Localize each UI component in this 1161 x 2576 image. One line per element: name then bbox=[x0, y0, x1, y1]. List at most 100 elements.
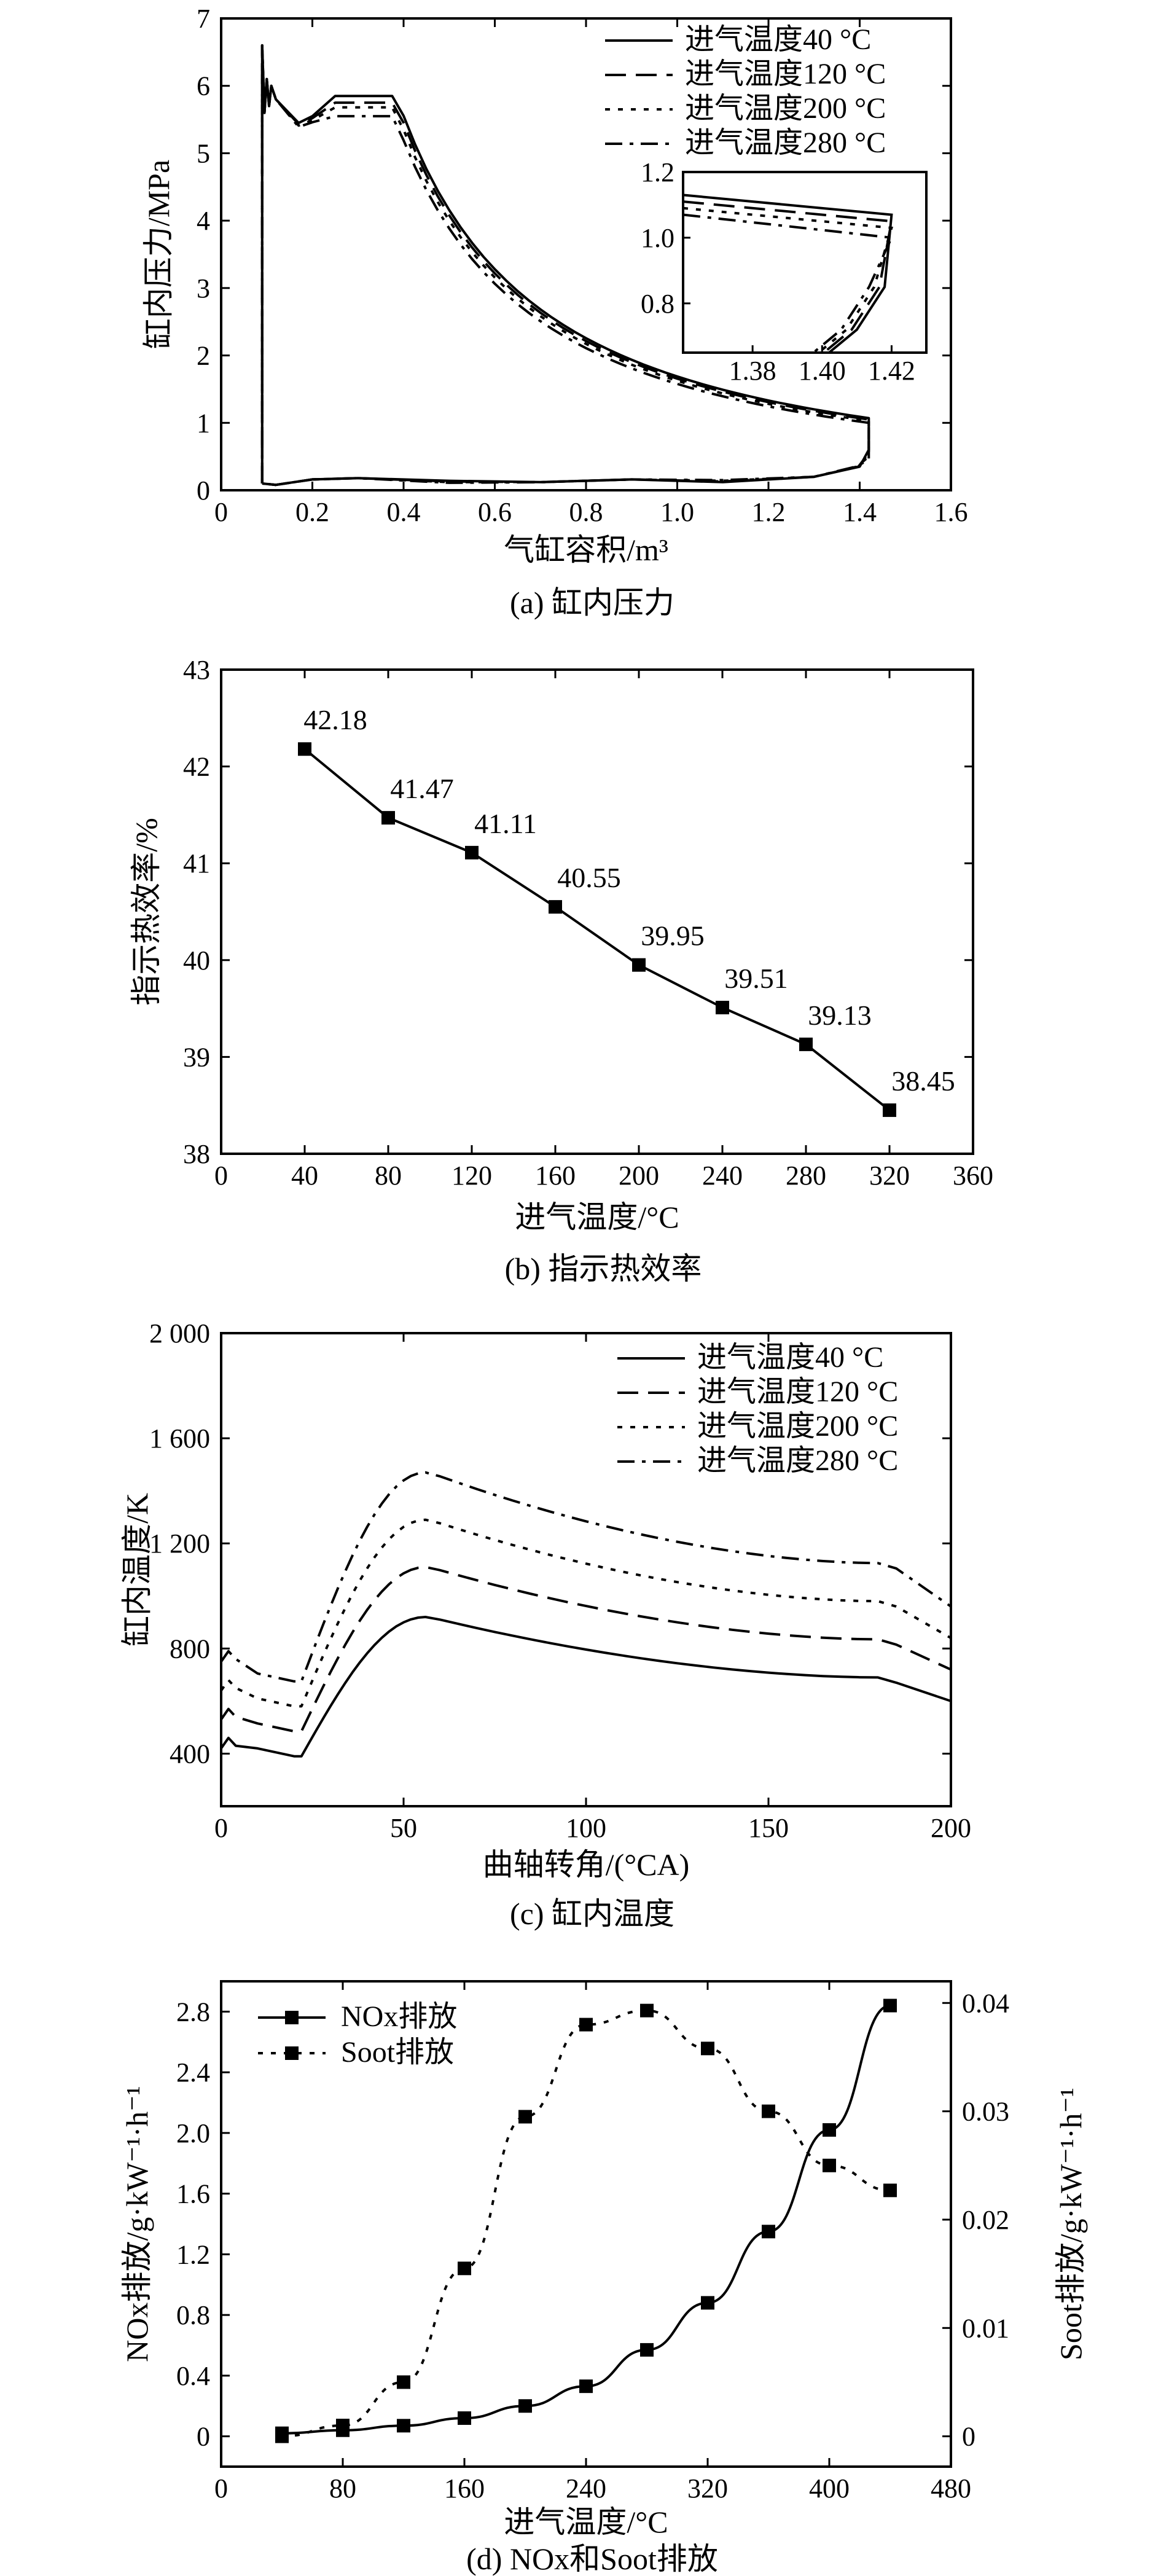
d-series-1-point-2 bbox=[397, 2375, 410, 2389]
b-xtick-label-3: 120 bbox=[452, 1161, 492, 1191]
a-inset-series-1 bbox=[682, 200, 893, 354]
a-inset-ytick-label-0: 0.8 bbox=[641, 289, 674, 319]
a-inset-series-3 bbox=[682, 213, 894, 354]
a-left-ytick-label-5: 5 bbox=[197, 138, 210, 168]
b-point-1 bbox=[381, 811, 395, 825]
c-xtick-label-1: 50 bbox=[390, 1813, 417, 1843]
d-right-ytick-label-2: 0.02 bbox=[962, 2205, 1009, 2235]
c-legend-label-3: 进气温度280 °C bbox=[697, 1444, 898, 1477]
b-xtick-label-9: 360 bbox=[953, 1161, 993, 1191]
a-xtick-label-7: 1.4 bbox=[843, 497, 877, 527]
c-legend-label-2: 进气温度200 °C bbox=[697, 1410, 898, 1443]
b-xtick-label-6: 240 bbox=[702, 1161, 743, 1191]
c-x-axis-label: 曲轴转角/(°CA) bbox=[483, 1847, 690, 1882]
a-caption: (a) 缸内压力 bbox=[510, 585, 674, 620]
c-caption: (c) 缸内温度 bbox=[510, 1897, 674, 1931]
d-left-ytick-label-5: 2.0 bbox=[176, 2118, 210, 2148]
a-legend-label-2: 进气温度200 °C bbox=[685, 92, 886, 125]
c-xtick-label-3: 150 bbox=[748, 1813, 789, 1843]
c-xtick-label-0: 0 bbox=[214, 1813, 228, 1843]
a-legend-label-0: 进气温度40 °C bbox=[685, 23, 871, 56]
a-left-ytick-label-1: 1 bbox=[197, 408, 210, 438]
b-data-label-0: 42.18 bbox=[303, 704, 367, 735]
b-data-label-1: 41.47 bbox=[390, 773, 454, 804]
c-series-1 bbox=[220, 1565, 952, 1733]
c-left-ytick-label-4: 2 000 bbox=[149, 1318, 210, 1349]
b-data-label-2: 41.11 bbox=[474, 808, 537, 839]
b-data-label-4: 39.95 bbox=[641, 920, 705, 952]
b-point-5 bbox=[716, 1001, 729, 1015]
panel-b-indicated-efficiency: 0 40 80 120 160 200 240 280 320 360 38 39 40 41 42 43 进气… bbox=[129, 655, 993, 1286]
d-series-1-point-5 bbox=[579, 2018, 593, 2032]
b-data-label-5: 39.51 bbox=[724, 963, 788, 994]
d-caption: (d) NOx和Soot排放 bbox=[466, 2542, 718, 2576]
a-left-ytick-label-7: 7 bbox=[197, 4, 210, 34]
d-series-1-point-1 bbox=[336, 2418, 350, 2432]
d-y-axis-label-left: NOx排放/g·kW⁻¹·h⁻¹ bbox=[120, 2086, 154, 2362]
b-point-7 bbox=[883, 1103, 896, 1118]
c-series-0 bbox=[220, 1616, 952, 1758]
d-series-1-point-0 bbox=[275, 2429, 289, 2443]
d-left-ytick-label-1: 0.4 bbox=[176, 2361, 210, 2391]
a-left-ytick-label-2: 2 bbox=[197, 341, 210, 371]
a-xtick-label-1: 0.2 bbox=[295, 497, 329, 527]
d-series-0-point-5 bbox=[579, 2379, 593, 2394]
d-right-ytick-label-0: 0 bbox=[962, 2422, 975, 2452]
d-series-1-point-8 bbox=[762, 2104, 775, 2118]
d-xtick-label-4: 320 bbox=[687, 2473, 728, 2504]
b-left-ytick-label-5: 43 bbox=[183, 655, 210, 685]
d-right-ytick-label-1: 0.01 bbox=[962, 2313, 1009, 2343]
a-inset-xtick-label-2: 1.42 bbox=[868, 356, 915, 386]
b-point-2 bbox=[465, 845, 479, 859]
d-plot-frame bbox=[220, 1980, 952, 2468]
c-legend-label-0: 进气温度40 °C bbox=[697, 1341, 883, 1374]
d-series-0-point-10 bbox=[883, 1999, 897, 2013]
a-xtick-label-8: 1.6 bbox=[934, 497, 968, 527]
a-inset-xtick-label-1: 1.40 bbox=[799, 356, 846, 386]
d-series-0-point-8 bbox=[762, 2225, 775, 2239]
d-left-ytick-label-6: 2.4 bbox=[176, 2057, 210, 2088]
d-series-0-point-2 bbox=[397, 2419, 410, 2433]
b-xtick-label-5: 200 bbox=[619, 1161, 659, 1191]
a-x-axis-label: 气缸容积/m³ bbox=[504, 533, 668, 567]
d-series-1-point-7 bbox=[701, 2042, 714, 2056]
b-xtick-label-0: 0 bbox=[214, 1161, 228, 1191]
d-left-ytick-label-7: 2.8 bbox=[176, 1997, 210, 2027]
a-xtick-label-0: 0 bbox=[214, 497, 228, 527]
d-left-ytick-label-4: 1.6 bbox=[176, 2179, 210, 2209]
d-series-1-point-4 bbox=[518, 2110, 532, 2124]
b-xtick-label-7: 280 bbox=[786, 1161, 826, 1191]
a-left-ytick-label-6: 6 bbox=[197, 71, 210, 101]
c-left-ytick-label-2: 1 200 bbox=[149, 1529, 210, 1559]
a-xtick-label-3: 0.6 bbox=[478, 497, 512, 527]
b-point-3 bbox=[549, 900, 562, 914]
a-inset-xtick-label-0: 1.38 bbox=[729, 356, 776, 386]
b-left-ytick-label-4: 42 bbox=[183, 752, 210, 782]
a-left-ytick-label-0: 0 bbox=[197, 476, 210, 506]
d-left-ytick-label-3: 1.2 bbox=[176, 2239, 210, 2269]
a-inset-frame bbox=[682, 171, 928, 354]
d-y-axis-label-right: Soot排放/g·kW⁻¹·h⁻¹ bbox=[1054, 2088, 1088, 2360]
a-series-1 bbox=[260, 44, 870, 487]
a-left-ytick-label-4: 4 bbox=[197, 206, 210, 236]
panel-a-cylinder-pressure: 0 0.2 0.4 0.6 0.8 1.0 1.2 1.4 1.6 0 1 2 3 4 5 6 7 气缸容积/m³… bbox=[141, 4, 968, 620]
a-legend-label-1: 进气温度120 °C bbox=[685, 58, 886, 90]
d-series-1-point-9 bbox=[823, 2158, 836, 2172]
b-point-0 bbox=[298, 742, 311, 756]
b-xtick-label-1: 40 bbox=[291, 1161, 318, 1191]
b-xtick-label-2: 80 bbox=[375, 1161, 402, 1191]
c-left-ytick-label-0: 400 bbox=[170, 1739, 210, 1769]
d-series-1-point-3 bbox=[458, 2261, 471, 2276]
c-y-axis-label: 缸内温度/K bbox=[120, 1493, 154, 1646]
a-y-axis-label: 缸内压力/MPa bbox=[141, 160, 176, 349]
c-legend-label-1: 进气温度120 °C bbox=[697, 1376, 898, 1408]
b-xtick-label-8: 320 bbox=[869, 1161, 910, 1191]
a-xtick-label-2: 0.4 bbox=[387, 497, 421, 527]
b-left-ytick-label-2: 40 bbox=[183, 945, 210, 976]
b-y-axis-label: 指示热效率/% bbox=[129, 818, 163, 1006]
d-legend-label-1: Soot排放 bbox=[341, 2036, 454, 2069]
a-xtick-label-4: 0.8 bbox=[569, 497, 603, 527]
d-xtick-label-1: 80 bbox=[329, 2473, 356, 2504]
d-left-ytick-label-2: 0.8 bbox=[176, 2300, 210, 2330]
d-series-0-point-9 bbox=[823, 2123, 836, 2137]
